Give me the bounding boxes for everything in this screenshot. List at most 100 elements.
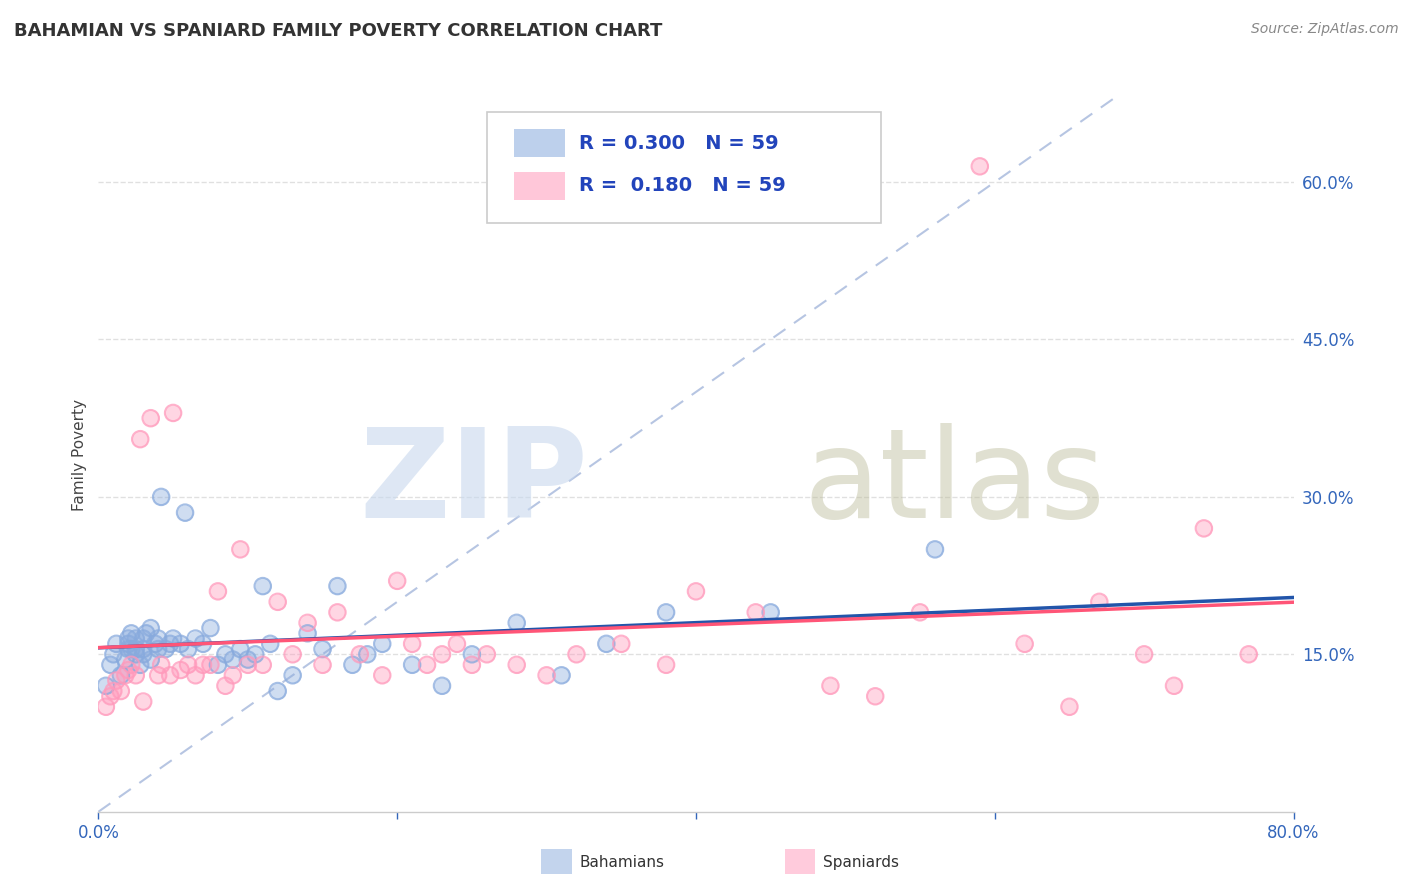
Point xyxy=(169,637,191,651)
Text: R =  0.180   N = 59: R = 0.180 N = 59 xyxy=(579,177,786,195)
Point xyxy=(132,648,155,662)
Point xyxy=(326,579,349,593)
Point xyxy=(281,668,304,682)
Point xyxy=(117,642,139,657)
Point xyxy=(371,668,394,682)
Point xyxy=(214,648,236,662)
Point xyxy=(565,648,588,662)
Point xyxy=(229,642,252,657)
Point xyxy=(117,632,139,646)
Point xyxy=(129,657,152,672)
Point xyxy=(356,648,378,662)
Point xyxy=(139,411,162,425)
Point xyxy=(148,642,170,657)
Point xyxy=(371,637,394,651)
Point xyxy=(200,621,222,635)
Point xyxy=(159,637,181,651)
Point xyxy=(401,657,423,672)
Point xyxy=(969,159,991,173)
Point xyxy=(745,605,768,619)
Point xyxy=(1088,595,1111,609)
Point xyxy=(110,668,132,682)
Point xyxy=(595,637,617,651)
Point xyxy=(229,542,252,557)
Point xyxy=(371,637,394,651)
Point xyxy=(252,657,274,672)
Point xyxy=(311,642,333,657)
Point xyxy=(297,615,319,630)
Point xyxy=(184,668,207,682)
Point xyxy=(236,657,259,672)
Point xyxy=(162,632,184,646)
Point xyxy=(1192,521,1215,535)
Point xyxy=(125,648,148,662)
Point xyxy=(155,642,177,657)
Point xyxy=(129,432,152,446)
Point xyxy=(595,637,617,651)
Point xyxy=(120,626,142,640)
Point xyxy=(311,642,333,657)
Point xyxy=(969,159,991,173)
Point xyxy=(297,626,319,640)
Point xyxy=(1237,648,1260,662)
Point xyxy=(105,637,128,651)
Point xyxy=(159,637,181,651)
Point xyxy=(191,637,214,651)
Point xyxy=(200,657,222,672)
Y-axis label: Family Poverty: Family Poverty xyxy=(72,399,87,511)
Point xyxy=(349,648,371,662)
Point xyxy=(655,605,678,619)
Point xyxy=(148,632,170,646)
Point xyxy=(326,579,349,593)
Point xyxy=(655,657,678,672)
Point xyxy=(342,657,364,672)
Point xyxy=(125,642,148,657)
Point xyxy=(924,542,946,557)
Point xyxy=(430,679,453,693)
Point xyxy=(110,684,132,698)
Point xyxy=(200,657,222,672)
Point xyxy=(924,542,946,557)
Point xyxy=(267,595,290,609)
Point xyxy=(229,542,252,557)
Point xyxy=(129,432,152,446)
Text: R = 0.300   N = 59: R = 0.300 N = 59 xyxy=(579,134,779,153)
Point xyxy=(820,679,842,693)
Point xyxy=(252,579,274,593)
Point xyxy=(139,621,162,635)
Point xyxy=(110,668,132,682)
Point xyxy=(105,637,128,651)
Point xyxy=(349,648,371,662)
Point xyxy=(685,584,707,599)
Point xyxy=(177,642,200,657)
Point xyxy=(245,648,267,662)
Point xyxy=(865,690,887,704)
Point xyxy=(326,605,349,619)
Point xyxy=(100,657,122,672)
Point xyxy=(174,506,197,520)
Point xyxy=(125,668,148,682)
Point xyxy=(461,657,484,672)
Point xyxy=(506,615,529,630)
Point xyxy=(252,657,274,672)
Point xyxy=(1163,679,1185,693)
Point xyxy=(1059,699,1081,714)
Point xyxy=(177,657,200,672)
Point xyxy=(169,663,191,677)
Point xyxy=(416,657,439,672)
Point xyxy=(191,637,214,651)
Point xyxy=(132,694,155,708)
Point xyxy=(759,605,782,619)
Point xyxy=(297,626,319,640)
Point xyxy=(117,637,139,651)
Point xyxy=(222,652,245,666)
Point xyxy=(506,615,529,630)
Point xyxy=(103,648,125,662)
Point xyxy=(550,668,572,682)
Point xyxy=(200,621,222,635)
Point xyxy=(536,668,558,682)
Point xyxy=(132,642,155,657)
Point xyxy=(342,657,364,672)
Point xyxy=(385,574,409,588)
Point xyxy=(162,406,184,420)
